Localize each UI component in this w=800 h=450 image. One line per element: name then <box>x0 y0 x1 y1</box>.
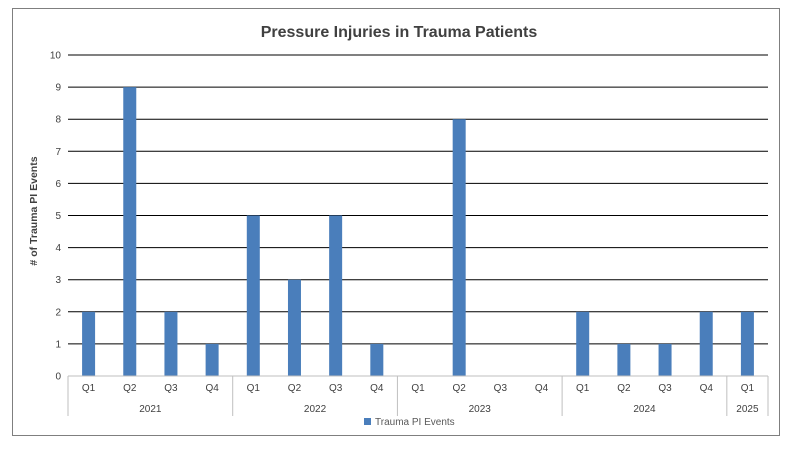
y-tick-label: 10 <box>50 51 62 62</box>
bar <box>164 311 178 376</box>
x-tick-label: Q1 <box>411 383 425 394</box>
x-tick-label: Q3 <box>658 383 672 394</box>
bar <box>576 311 590 376</box>
chart-frame: Pressure Injuries in Trauma Patients # o… <box>12 8 780 436</box>
y-tick-label: 0 <box>55 372 61 383</box>
x-tick-label: Q1 <box>576 383 590 394</box>
chart-svg: Pressure Injuries in Trauma Patients # o… <box>28 24 769 428</box>
x-tick-label: Q2 <box>288 383 302 394</box>
x-tick-label: Q4 <box>370 383 384 394</box>
group-label: 2023 <box>469 404 492 415</box>
bar <box>617 343 631 376</box>
x-tick-label: Q3 <box>164 383 178 394</box>
x-tick-label: Q4 <box>535 383 549 394</box>
legend-label: Trauma PI Events <box>375 417 455 428</box>
bars <box>82 87 754 376</box>
y-tick-label: 2 <box>55 307 61 318</box>
bar <box>287 279 301 376</box>
x-tick-label: Q4 <box>205 383 219 394</box>
bar <box>329 215 343 376</box>
group-label: 2021 <box>139 404 162 415</box>
x-tick-label: Q3 <box>329 383 343 394</box>
bar <box>699 311 713 376</box>
y-tick-label: 1 <box>55 339 61 350</box>
bar <box>658 343 672 376</box>
y-tick-label: 3 <box>55 275 61 286</box>
group-label: 2024 <box>633 404 656 415</box>
x-tick-label: Q4 <box>700 383 714 394</box>
y-tick-label: 6 <box>55 179 61 190</box>
y-axis-label: # of Trauma PI Events <box>28 156 40 265</box>
x-tick-label: Q1 <box>82 383 96 394</box>
group-label: 2025 <box>736 404 759 415</box>
bar <box>205 343 219 376</box>
bar <box>82 311 96 376</box>
y-tick-label: 4 <box>55 243 61 254</box>
bar <box>740 311 754 376</box>
gridlines <box>68 54 768 345</box>
bar <box>246 215 260 376</box>
x-tick-label: Q2 <box>617 383 631 394</box>
chart-title: Pressure Injuries in Trauma Patients <box>261 24 538 41</box>
x-axis: Q1 Q2 Q3 Q4 Q1 Q2 Q3 Q4 Q1 Q2 Q3 Q4 Q1 Q2 Q3 Q4 Q1 2021 20… <box>67 375 769 416</box>
bar <box>123 87 137 376</box>
legend: Trauma PI Events <box>364 417 455 428</box>
x-tick-label: Q3 <box>494 383 508 394</box>
y-tick-label: 8 <box>55 115 61 126</box>
y-tick-label: 9 <box>55 83 61 94</box>
y-tick-label: 7 <box>55 147 61 158</box>
group-label: 2022 <box>304 404 327 415</box>
legend-swatch <box>364 418 371 425</box>
x-tick-label: Q1 <box>247 383 261 394</box>
y-tick-labels: 0 1 2 3 4 5 6 7 8 9 10 <box>50 51 62 383</box>
x-tick-label: Q1 <box>741 383 755 394</box>
y-tick-label: 5 <box>55 211 61 222</box>
x-tick-label: Q2 <box>453 383 467 394</box>
x-tick-label: Q2 <box>123 383 137 394</box>
bar <box>370 343 384 376</box>
bar <box>452 119 466 376</box>
